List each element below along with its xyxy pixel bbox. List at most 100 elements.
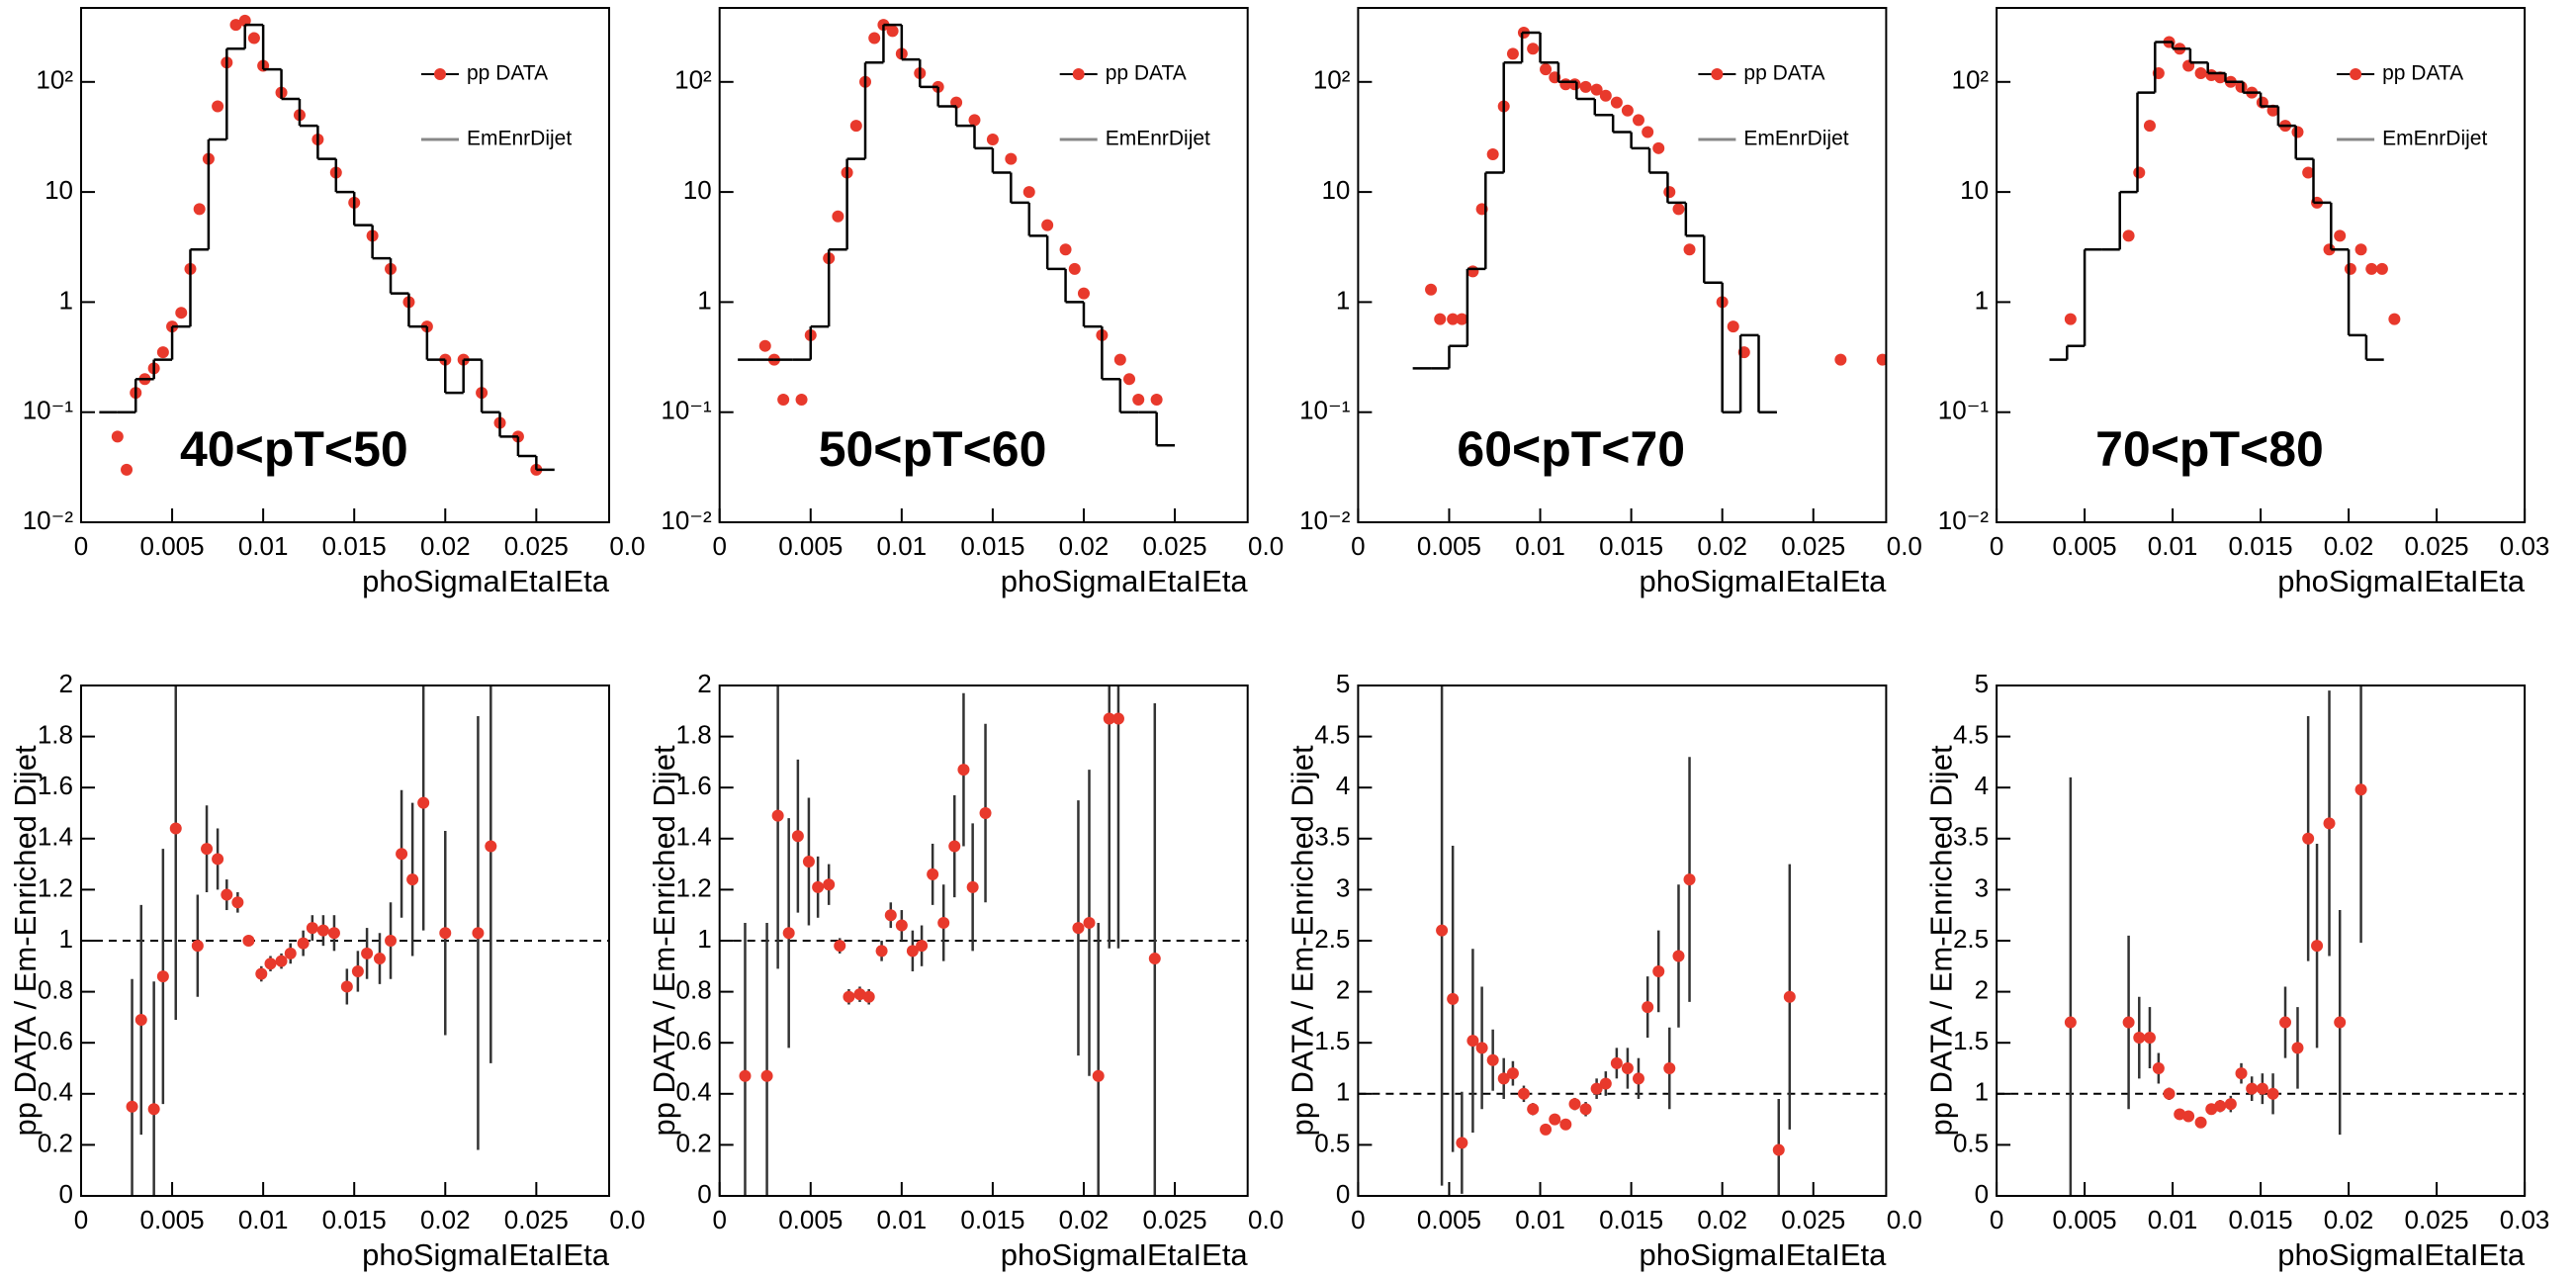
data-point [927,867,939,880]
x-tick-label: 0.005 [778,1205,843,1234]
data-point [175,307,188,320]
y-tick-label: 1.2 [676,872,712,902]
data-point [1506,1067,1519,1080]
data-point [191,940,204,953]
x-axis-title: phoSigmaIEtaIEta [362,564,610,598]
data-point [832,210,844,223]
y-tick-label: 2.5 [1314,924,1350,954]
data-point [948,840,961,853]
data-point [1434,313,1447,325]
legend-swatch [1072,68,1085,80]
x-tick-label: 0.005 [1417,1205,1481,1234]
y-tick-label: 3.5 [1953,822,1989,852]
data-point [361,947,374,959]
data-point [2279,1016,2292,1029]
data-point [1059,243,1072,256]
data-point [2311,940,2324,953]
data-point [2354,783,2367,796]
x-tick-label: 0.025 [504,531,569,561]
x-tick-label: 0.015 [322,1205,387,1234]
y-tick-label: 0.6 [676,1026,712,1055]
data-point [316,924,329,937]
data-point [2302,832,2315,845]
data-point [1683,243,1696,256]
data-point [1568,1098,1581,1111]
y-tick-label: 10² [36,65,73,95]
annotation: 60<pT<70 [1457,421,1685,477]
x-tick-label: 0.02 [2324,1205,2374,1234]
annotation: 40<pT<50 [180,421,408,477]
data-point [2334,229,2347,242]
axes-frame [1357,685,1888,1197]
data-point [1540,1123,1553,1136]
y-tick-label: 0.8 [676,974,712,1004]
x-tick-label: 0 [74,531,88,561]
data-point [231,896,244,909]
y-tick-label: 1 [59,285,73,315]
data-point [1447,313,1460,325]
panel: 0 0.005 0.01 0.015 0.02 0.025 0.03 0 0.5 1 1.5 2 2.5… [1923,669,2549,1272]
data-point [255,967,268,980]
y-tick-label: 10⁻¹ [1299,396,1351,425]
y-tick-label: 0 [59,1179,73,1209]
data-point [1663,186,1676,199]
x-tick-label: 0.025 [2405,1205,2469,1234]
data-point [1456,313,1468,325]
data-point [968,114,981,127]
y-tick-label: 2.5 [1953,924,1989,954]
x-tick-label: 0.015 [2229,1205,2293,1234]
x-tick-label: 0.02 [1059,1205,1110,1234]
data-point [1527,43,1540,55]
legend-label: EmEnrDijet [1106,128,1210,150]
x-tick-label: 0.03 [2500,531,2550,561]
y-axis-title: pp DATA / Em-Enriched Dijet [1923,745,1958,1136]
y-tick-label: 10⁻¹ [23,396,74,425]
data-point [2122,1016,2135,1029]
data-point [1610,1056,1623,1069]
x-tick-label: 0.015 [960,1205,1024,1234]
plot-area [2049,36,2401,361]
data-point [1113,353,1126,366]
x-tick-label: 0.02 [420,1205,471,1234]
plot-area [1412,27,1887,413]
x-tick-label: 0.01 [2148,531,2198,561]
data-point [886,25,899,38]
data-point [2323,817,2336,830]
y-tick-label: 0 [1336,1179,1350,1209]
data-point [111,430,124,443]
data-point [812,880,825,893]
data-point [1672,203,1685,216]
data-point [2344,262,2356,275]
y-tick-label: 1 [1336,1077,1350,1107]
data-point [1559,1118,1572,1131]
data-point [221,888,233,901]
data-point [1642,1001,1654,1014]
y-tick-label: 3 [1336,872,1350,902]
x-tick-label: 0.01 [877,1205,928,1234]
y-tick-label: 10 [1321,175,1350,205]
data-point [1517,1087,1530,1100]
data-point [1579,1103,1592,1116]
data-point [1549,1113,1561,1126]
y-tick-label: 3.5 [1314,822,1350,852]
data-point [739,1069,752,1082]
data-point [795,394,808,407]
x-tick-label: 0.005 [140,1205,205,1234]
x-tick-label: 0.025 [1781,531,1845,561]
y-tick-label: 0.5 [1953,1128,1989,1157]
data-point [1672,950,1685,962]
data-point [2194,66,2207,79]
x-tick-label: 0.025 [1143,1205,1207,1234]
plot-area [738,19,1176,447]
y-tick-label: 0.6 [38,1026,73,1055]
y-tick-label: 0.2 [676,1128,712,1157]
x-tick-label: 0.0 [609,531,645,561]
y-tick-label: 2 [1975,974,1989,1004]
data-point [862,990,875,1003]
y-tick-label: 0.8 [38,974,73,1004]
data-point [229,19,242,32]
data-point [2194,1116,2207,1129]
data-point [1610,96,1623,109]
data-point [791,830,804,843]
